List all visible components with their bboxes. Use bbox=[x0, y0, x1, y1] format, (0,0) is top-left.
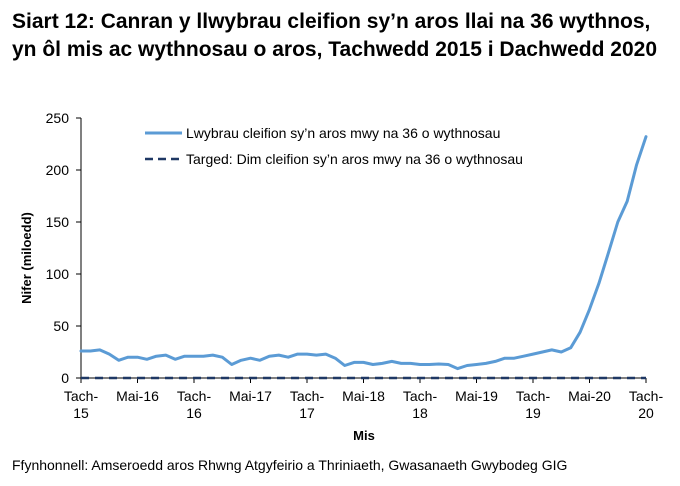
x-tick-label: Mai-17 bbox=[229, 388, 272, 404]
y-tick-label: 100 bbox=[46, 266, 70, 282]
y-tick-label: 50 bbox=[53, 318, 69, 334]
y-tick-label: 150 bbox=[46, 214, 70, 230]
x-tick-label: Tach-17 bbox=[290, 388, 325, 421]
x-axis-label: Mis bbox=[353, 428, 375, 443]
x-tick-label: Tach-18 bbox=[403, 388, 438, 421]
x-tick-label: Mai-16 bbox=[116, 388, 159, 404]
x-tick-label: Tach-15 bbox=[64, 388, 99, 421]
y-tick-label: 250 bbox=[46, 110, 70, 126]
plot-area bbox=[79, 135, 648, 380]
legend-label: Targed: Dim cleifion sy’n aros mwy na 36… bbox=[186, 151, 523, 167]
x-tick-label: Mai-18 bbox=[342, 388, 385, 404]
y-axis: 0 50 100 150 200 250 bbox=[46, 110, 82, 386]
x-tick-label: Mai-20 bbox=[568, 388, 611, 404]
x-tick-label: Tach-20 bbox=[629, 388, 664, 421]
y-tick-label: 0 bbox=[61, 370, 69, 386]
legend-label: Lwybrau cleifion sy’n aros mwy na 36 o w… bbox=[186, 125, 500, 141]
chart-title: Siart 12: Canran y llwybrau cleifion sy’… bbox=[12, 10, 658, 61]
y-axis-label: Nifer (miloedd) bbox=[19, 212, 34, 304]
waiting-pathways-series-line bbox=[79, 135, 648, 371]
source-note: Ffynhonnell: Amseroedd aros Rhwng Atgyfe… bbox=[12, 457, 568, 473]
x-tick-label: Mai-19 bbox=[455, 388, 498, 404]
legend: Lwybrau cleifion sy’n aros mwy na 36 o w… bbox=[145, 125, 523, 167]
x-axis: Tach-15 Mai-16 Tach-16 Mai-17 Tach-17 Mai-18 T… bbox=[64, 377, 664, 421]
x-tick-label: Tach-16 bbox=[177, 388, 212, 421]
x-tick-label: Tach-19 bbox=[516, 388, 551, 421]
y-tick-label: 200 bbox=[46, 162, 70, 178]
